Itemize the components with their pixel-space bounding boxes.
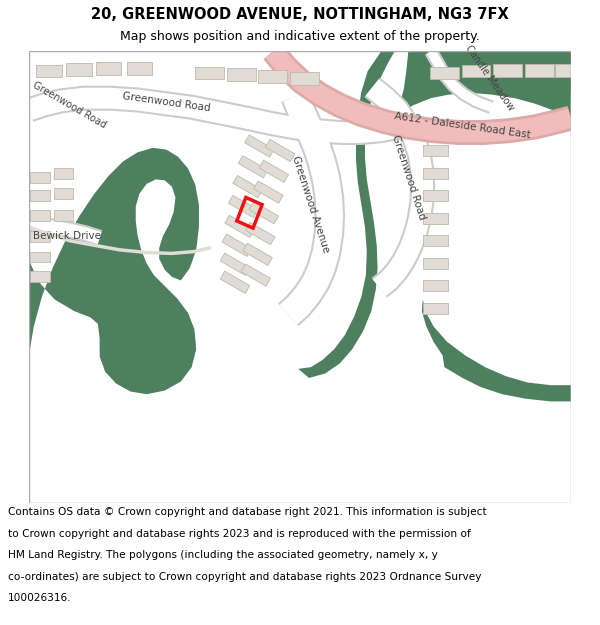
Polygon shape [423,190,448,201]
Polygon shape [220,253,250,276]
Text: 100026316.: 100026316. [8,593,71,603]
Polygon shape [245,222,275,244]
Polygon shape [96,62,121,75]
Polygon shape [30,252,50,262]
Polygon shape [241,264,271,286]
Polygon shape [423,168,448,179]
Text: Greenwood Road: Greenwood Road [122,91,211,113]
Polygon shape [30,231,50,242]
Polygon shape [30,271,50,282]
Polygon shape [259,70,287,83]
Polygon shape [493,64,522,76]
Polygon shape [265,139,295,162]
Polygon shape [220,271,250,293]
Polygon shape [512,51,571,94]
Polygon shape [525,64,554,76]
Polygon shape [430,67,459,79]
Polygon shape [245,135,274,157]
Polygon shape [66,63,92,76]
Polygon shape [222,234,251,256]
Polygon shape [53,188,73,199]
Polygon shape [53,168,73,179]
Text: Greenwood Road: Greenwood Road [31,81,107,131]
Polygon shape [29,51,199,394]
Polygon shape [554,64,580,76]
Text: Greenwood Avenue: Greenwood Avenue [290,155,331,254]
Polygon shape [37,65,62,78]
Polygon shape [243,243,272,266]
Text: Contains OS data © Crown copyright and database right 2021. This information is : Contains OS data © Crown copyright and d… [8,508,487,518]
Polygon shape [225,215,254,238]
Text: Bewick Drive: Bewick Drive [33,231,101,241]
Polygon shape [423,303,448,314]
Polygon shape [233,176,262,198]
Text: 20, GREENWOOD AVENUE, NOTTINGHAM, NG3 7FX: 20, GREENWOOD AVENUE, NOTTINGHAM, NG3 7F… [91,7,509,22]
Polygon shape [127,62,152,75]
Text: HM Land Registry. The polygons (including the associated geometry, namely x, y: HM Land Registry. The polygons (includin… [8,550,437,560]
Text: Greenwood Road: Greenwood Road [390,134,427,221]
Polygon shape [30,210,50,221]
Polygon shape [423,281,448,291]
Text: co-ordinates) are subject to Crown copyright and database rights 2023 Ordnance S: co-ordinates) are subject to Crown copyr… [8,572,481,582]
Polygon shape [30,172,50,183]
Polygon shape [423,145,448,156]
Text: Map shows position and indicative extent of the property.: Map shows position and indicative extent… [120,31,480,43]
Polygon shape [461,65,490,78]
Text: Candle Meadow: Candle Meadow [463,44,516,113]
Polygon shape [227,68,256,81]
Polygon shape [422,299,571,401]
Polygon shape [30,190,50,201]
Polygon shape [249,202,278,224]
Polygon shape [290,72,319,84]
Polygon shape [395,51,571,119]
Polygon shape [423,236,448,246]
Polygon shape [196,67,224,79]
Polygon shape [259,160,289,182]
Polygon shape [229,196,258,218]
Polygon shape [254,181,283,203]
Polygon shape [238,156,268,178]
Polygon shape [423,213,448,224]
Text: to Crown copyright and database rights 2023 and is reproduced with the permissio: to Crown copyright and database rights 2… [8,529,470,539]
Text: A612 - Daleside Road East: A612 - Daleside Road East [394,111,531,140]
Polygon shape [298,51,395,378]
Polygon shape [53,210,73,221]
Polygon shape [423,258,448,269]
